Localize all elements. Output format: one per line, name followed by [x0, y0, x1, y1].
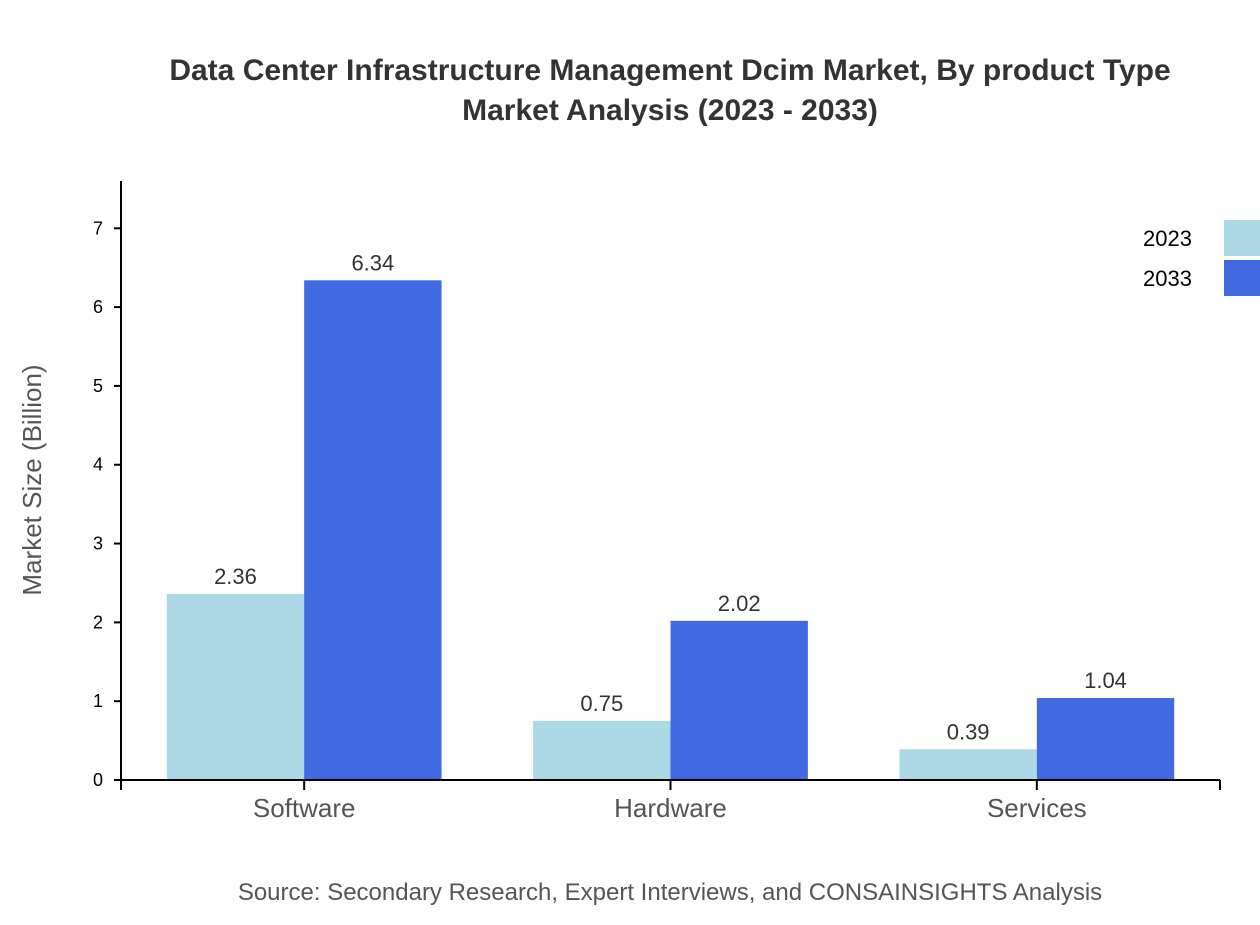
legend-label: 2023 [1143, 226, 1192, 251]
legend: 2023 2033 [1143, 220, 1260, 296]
bar-2033-services [1036, 698, 1175, 780]
chart-title-line2: Market Analysis (2023 - 2033) [462, 94, 878, 127]
data-label: 0.75 [580, 691, 623, 716]
bar-2033-software [304, 280, 442, 780]
bar-2023-hardware [533, 720, 671, 780]
legend-swatch-2033 [1224, 260, 1260, 296]
x-tick-label: Software [253, 793, 356, 823]
y-tick-label: 3 [93, 534, 103, 554]
x-tick-label: Hardware [614, 793, 727, 823]
y-tick-label: 2 [93, 612, 103, 632]
chart-title-line1: Data Center Infrastructure Management Dc… [169, 54, 1170, 87]
legend-label: 2033 [1143, 266, 1192, 291]
bar-2023-software [166, 593, 305, 780]
y-tick-label: 4 [93, 455, 103, 475]
data-label: 2.36 [214, 564, 257, 589]
legend-swatch-2023 [1224, 220, 1260, 256]
data-label: 6.34 [351, 250, 394, 275]
bars-group: 2.36 6.34 0.75 2.02 0.39 1.04 [166, 250, 1175, 780]
y-tick-label: 7 [93, 218, 103, 238]
bar-2033-hardware [670, 620, 808, 780]
source-note: Source: Secondary Research, Expert Inter… [238, 879, 1102, 906]
data-label: 0.39 [947, 719, 990, 744]
y-tick-label: 0 [93, 770, 103, 790]
y-tick-label: 1 [93, 691, 103, 711]
y-axis: 0 1 2 3 4 5 6 7 [93, 181, 122, 790]
x-axis: Software Hardware Services [120, 779, 1221, 823]
y-tick-label: 6 [93, 297, 103, 317]
bar-2023-services [899, 749, 1037, 780]
x-tick-label: Services [987, 793, 1087, 823]
y-tick-label: 5 [93, 376, 103, 396]
data-label: 2.02 [718, 591, 761, 616]
data-label: 1.04 [1084, 668, 1127, 693]
y-axis-label: Market Size (Billion) [17, 364, 47, 595]
